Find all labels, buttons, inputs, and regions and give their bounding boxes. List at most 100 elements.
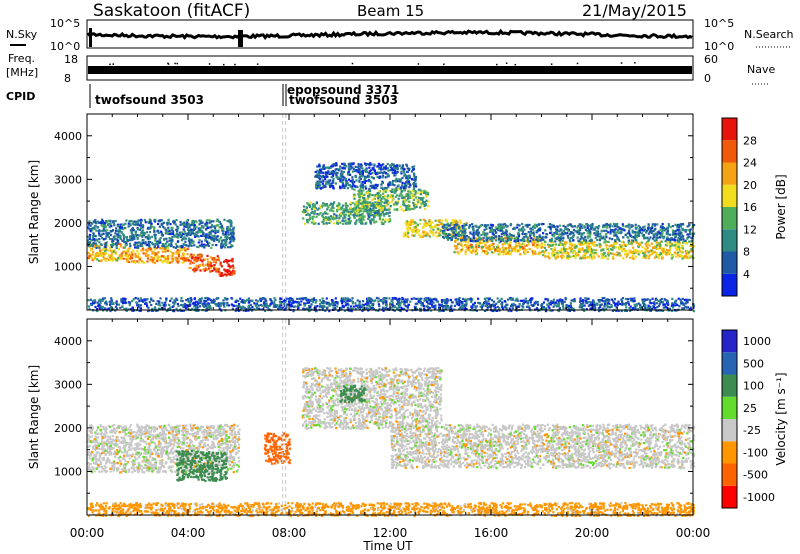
- data-cell: [198, 219, 201, 222]
- data-cell: [477, 234, 480, 237]
- data-cell: [428, 219, 431, 222]
- data-region: [314, 161, 418, 191]
- data-cell: [161, 243, 164, 246]
- data-cell: [188, 244, 191, 247]
- data-cell: [385, 301, 388, 304]
- data-cell: [568, 223, 571, 226]
- data-cell: [651, 227, 654, 230]
- data-cell: [146, 243, 149, 246]
- data-cell: [658, 236, 661, 239]
- data-cell: [659, 228, 662, 231]
- data-cell: [651, 249, 654, 252]
- data-cell: [533, 226, 537, 229]
- nsearch-tick-bottom: 10^0: [704, 40, 734, 53]
- data-cell: [438, 219, 441, 222]
- data-cell: [391, 194, 394, 197]
- data-cell: [383, 171, 386, 174]
- data-cell: [376, 211, 379, 215]
- data-cell: [91, 227, 94, 230]
- data-cell: [209, 226, 213, 229]
- data-cell: [416, 199, 419, 202]
- freq-dot: [634, 62, 636, 64]
- data-cell: [129, 235, 132, 239]
- data-cell: [379, 299, 382, 302]
- data-cell: [674, 251, 677, 254]
- data-cell: [209, 232, 213, 235]
- data-cell: [362, 186, 365, 189]
- data-cell: [347, 210, 350, 213]
- data-cell: [102, 255, 105, 259]
- data-cell: [549, 228, 552, 231]
- data-cell: [106, 244, 109, 247]
- data-cell: [652, 247, 655, 250]
- data-cell: [542, 222, 545, 226]
- data-cell: [400, 167, 403, 170]
- data-cell: [368, 163, 371, 166]
- data-cell: [529, 230, 532, 233]
- data-cell: [526, 240, 529, 243]
- data-cell: [312, 215, 315, 218]
- data-cell: [205, 221, 208, 224]
- data-cell: [429, 226, 432, 229]
- data-cell: [407, 180, 411, 183]
- data-cell: [471, 239, 474, 243]
- data-cell: [102, 229, 105, 232]
- data-cell: [217, 270, 220, 273]
- data-cell: [423, 191, 426, 195]
- data-cell: [418, 188, 421, 191]
- beam-label: Beam 15: [357, 2, 424, 20]
- freq-dot: [351, 62, 354, 65]
- data-cell: [149, 226, 152, 229]
- data-cell: [595, 253, 598, 256]
- data-cell: [162, 244, 165, 247]
- data-cell: [326, 212, 329, 215]
- freq-dot: [234, 63, 236, 66]
- data-cell: [328, 171, 331, 174]
- data-cell: [151, 235, 154, 238]
- data-cell: [550, 300, 553, 303]
- data-cell: [230, 229, 233, 232]
- data-cell: [180, 239, 183, 242]
- data-cell: [405, 199, 408, 202]
- data-cell: [517, 231, 520, 235]
- data-cell: [385, 172, 388, 175]
- data-cell: [313, 210, 316, 213]
- data-cell: [163, 227, 166, 230]
- data-cell: [314, 170, 317, 174]
- data-cell: [224, 235, 227, 238]
- data-cell: [559, 251, 562, 254]
- data-cell: [359, 172, 362, 176]
- data-cell: [168, 261, 171, 264]
- freq-dot: [496, 63, 498, 66]
- data-cell: [109, 259, 112, 262]
- data-cell: [336, 210, 339, 213]
- data-cell: [179, 223, 182, 226]
- data-cell: [188, 224, 191, 227]
- data-cell: [99, 235, 102, 238]
- data-cell: [664, 240, 667, 243]
- data-cell: [348, 165, 351, 168]
- data-cell: [542, 301, 545, 304]
- data-cell: [522, 239, 525, 242]
- data-cell: [553, 226, 556, 229]
- data-cell: [521, 245, 524, 249]
- data-cell: [153, 219, 156, 222]
- data-cell: [347, 184, 350, 187]
- data-cell: [166, 232, 169, 235]
- data-cell: [483, 241, 486, 244]
- data-cell: [426, 191, 429, 195]
- data-cell: [682, 235, 685, 238]
- data-cell: [613, 222, 616, 226]
- data-cell: [174, 223, 177, 226]
- data-cell: [643, 253, 646, 256]
- data-cell: [176, 249, 179, 252]
- data-cell: [317, 171, 320, 174]
- data-cell: [220, 242, 223, 245]
- data-cell: [673, 239, 676, 242]
- data-cell: [358, 196, 362, 199]
- data-cell: [633, 237, 637, 240]
- data-cell: [389, 164, 392, 167]
- data-cell: [310, 299, 313, 302]
- data-cell: [671, 229, 674, 232]
- data-cell: [407, 177, 410, 180]
